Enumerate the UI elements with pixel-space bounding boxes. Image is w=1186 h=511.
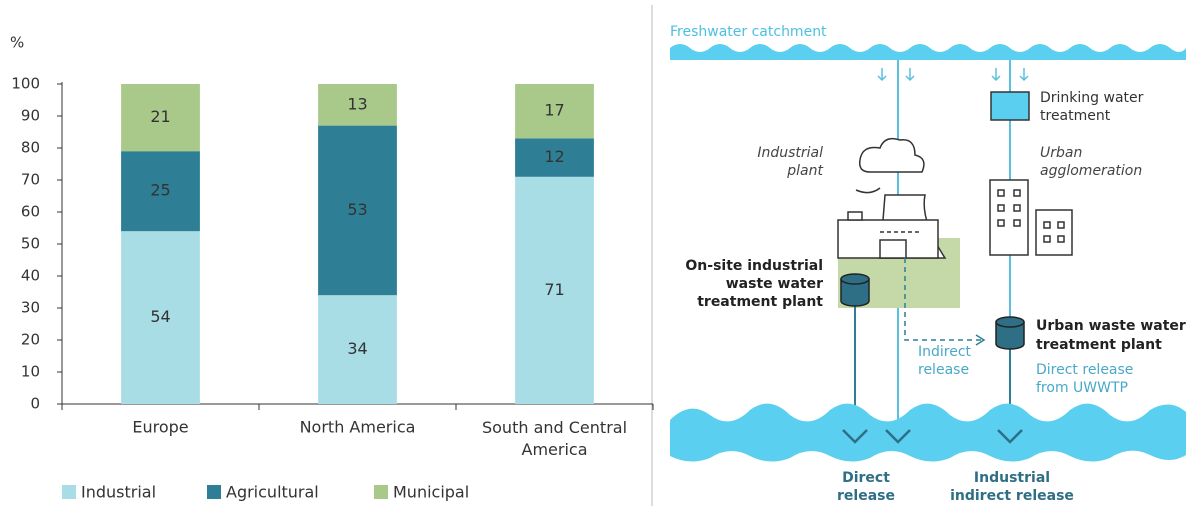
data-label: 34 [347, 339, 367, 358]
bar-segment [318, 295, 397, 404]
catchment-label: Freshwater catchment [670, 24, 827, 40]
bar-segment [121, 84, 200, 152]
onsite-label: treatment plant [697, 294, 823, 310]
data-label: 71 [544, 280, 564, 299]
drinking-label: Drinking water [1040, 90, 1144, 106]
diagram: Freshwater catchment Drinking water trea… [670, 24, 1186, 504]
building-icon [989, 179, 1073, 256]
bar-segment [121, 151, 200, 232]
plant-label: plant [786, 163, 823, 179]
data-label: 25 [150, 181, 170, 200]
intake-arrows [877, 68, 1029, 82]
receiving-water [670, 403, 1186, 462]
chart: % 0 10 20 30 40 50 60 70 80 90 100 Europe 54 25 21 North… [10, 34, 654, 502]
data-label: 21 [150, 107, 170, 126]
plant-label: Industrial [757, 145, 823, 161]
urban-label: Urban [1040, 145, 1082, 161]
arrow-head [975, 334, 986, 346]
legend-label: Municipal [393, 483, 469, 502]
legend-label: Agricultural [226, 483, 319, 502]
catchment-water [670, 44, 1186, 60]
drinking-plant [990, 91, 1030, 121]
data-label: 12 [544, 147, 564, 166]
plant-tank [840, 273, 1025, 350]
y-tick-label: 0 [30, 395, 40, 413]
uwwtp-release-label: Direct release [1036, 362, 1133, 378]
legend-label: Industrial [81, 483, 156, 502]
bar-segment [318, 125, 397, 296]
outflow-label: Direct [842, 470, 890, 486]
factory-icon [837, 137, 947, 259]
bar-segment [515, 84, 594, 139]
data-label: 17 [544, 101, 564, 120]
uwwtp-label: Urban waste water [1036, 318, 1186, 334]
x-tick-label: North America [300, 418, 416, 437]
outflow-label: release [837, 488, 895, 504]
bar-segment [515, 138, 594, 177]
y-tick-label: 90 [21, 107, 40, 125]
onsite-label: On-site industrial [685, 258, 823, 274]
urban-label: agglomeration [1040, 163, 1142, 179]
data-label: 53 [347, 200, 367, 219]
x-tick-label: Europe [132, 418, 188, 437]
arrow-head [842, 429, 1023, 444]
drinking-label: treatment [1040, 108, 1111, 124]
legend-swatch [374, 485, 388, 499]
y-tick-label: 20 [21, 331, 40, 349]
y-tick-label: 10 [21, 363, 40, 381]
y-tick-label: 100 [11, 75, 40, 93]
x-tick-label: South and Central America [482, 418, 627, 459]
y-tick-label: 60 [21, 203, 40, 221]
uwwtp-release-label: from UWWTP [1036, 380, 1128, 396]
y-tick-label: 70 [21, 171, 40, 189]
y-axis-label: % [10, 34, 24, 52]
bar-segment [318, 84, 397, 126]
onsite-label: waste water [726, 276, 823, 292]
outflow-label: indirect release [950, 488, 1074, 504]
uwwtp-label: treatment plant [1036, 337, 1162, 353]
y-tick-label: 80 [21, 139, 40, 157]
outflow-label: Industrial [974, 470, 1050, 486]
data-label: 13 [347, 94, 367, 113]
data-label: 54 [150, 307, 170, 326]
legend-swatch [62, 485, 76, 499]
indirect-flow [904, 258, 982, 341]
y-tick-label: 50 [21, 235, 40, 253]
bar-segment [121, 231, 200, 404]
bar-segment [515, 176, 594, 404]
indirect-label: Indirect [918, 344, 972, 360]
indirect-label: release [918, 362, 969, 378]
y-tick-label: 30 [21, 299, 40, 317]
legend-swatch [207, 485, 221, 499]
y-tick-label: 40 [21, 267, 40, 285]
